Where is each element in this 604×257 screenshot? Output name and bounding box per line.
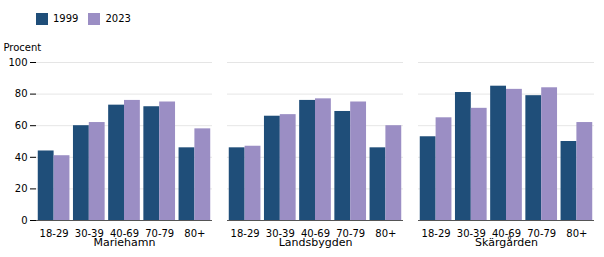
svg-text:60: 60: [15, 120, 28, 131]
svg-text:70-79: 70-79: [527, 227, 557, 239]
svg-text:80+: 80+: [184, 228, 205, 239]
svg-text:Skärgården: Skärgården: [475, 236, 538, 249]
svg-text:80+: 80+: [375, 228, 396, 239]
svg-text:30-39: 30-39: [456, 227, 486, 239]
svg-text:30-39: 30-39: [265, 227, 295, 239]
svg-text:100: 100: [8, 57, 27, 68]
html-text:2023: 2023: [105, 13, 131, 24]
svg-text:Procent: Procent: [4, 42, 42, 53]
svg-text:70-79: 70-79: [336, 227, 366, 239]
svg-text:80+: 80+: [566, 228, 587, 239]
svg-text:Landsbygden: Landsbygden: [279, 236, 353, 249]
svg-text:30-39: 30-39: [74, 227, 104, 239]
svg-text:40-69: 40-69: [301, 227, 330, 239]
svg-text:18-29: 18-29: [422, 228, 451, 239]
svg-text:40-69: 40-69: [492, 227, 521, 239]
svg-text:Mariehamn: Mariehamn: [94, 236, 156, 249]
svg-text:40-69: 40-69: [110, 227, 139, 239]
svg-text:0: 0: [21, 215, 27, 226]
html-text:1999: 1999: [53, 13, 79, 24]
svg-text:18-29: 18-29: [40, 228, 69, 239]
svg-text:70-79: 70-79: [145, 227, 175, 239]
svg-text:18-29: 18-29: [231, 228, 260, 239]
svg-text:20: 20: [15, 183, 28, 194]
svg-text:40: 40: [15, 152, 28, 163]
svg-text:80: 80: [15, 88, 28, 99]
